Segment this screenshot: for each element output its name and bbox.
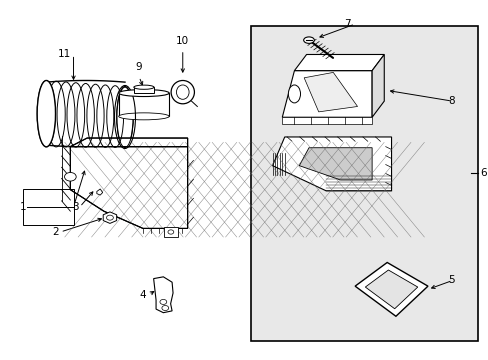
Bar (250, 26, 477, 341)
Polygon shape (272, 137, 391, 191)
Bar (119, 93, 169, 116)
Polygon shape (354, 262, 427, 316)
Circle shape (167, 230, 173, 234)
Text: 3: 3 (72, 202, 78, 212)
Circle shape (106, 215, 113, 220)
Ellipse shape (119, 113, 169, 120)
Bar (134, 87, 154, 93)
Text: 6: 6 (479, 168, 486, 178)
Ellipse shape (119, 90, 169, 96)
Polygon shape (282, 71, 371, 117)
Polygon shape (97, 189, 102, 195)
Bar (282, 117, 371, 124)
Polygon shape (365, 270, 417, 309)
Polygon shape (70, 147, 187, 228)
Ellipse shape (117, 87, 133, 147)
Polygon shape (70, 138, 187, 147)
Text: 4: 4 (140, 290, 146, 300)
Polygon shape (371, 54, 384, 117)
Bar (22, 189, 73, 225)
Ellipse shape (134, 85, 154, 89)
Polygon shape (294, 54, 384, 71)
Polygon shape (103, 212, 117, 224)
Ellipse shape (171, 81, 194, 104)
Ellipse shape (288, 85, 300, 103)
Ellipse shape (176, 85, 189, 99)
Polygon shape (153, 277, 173, 313)
Circle shape (160, 300, 166, 305)
Polygon shape (70, 147, 187, 228)
Text: 9: 9 (136, 62, 142, 72)
Text: 8: 8 (447, 96, 454, 106)
Polygon shape (304, 72, 357, 112)
Polygon shape (299, 148, 371, 180)
Text: 10: 10 (176, 36, 189, 45)
Ellipse shape (303, 37, 314, 43)
Text: 7: 7 (343, 19, 349, 29)
Ellipse shape (37, 81, 56, 147)
Text: 2: 2 (52, 227, 59, 237)
Text: 11: 11 (58, 49, 71, 59)
Text: 5: 5 (447, 275, 454, 285)
Circle shape (162, 306, 168, 311)
Text: 1: 1 (20, 202, 26, 212)
Bar (163, 226, 178, 237)
Circle shape (64, 172, 76, 181)
